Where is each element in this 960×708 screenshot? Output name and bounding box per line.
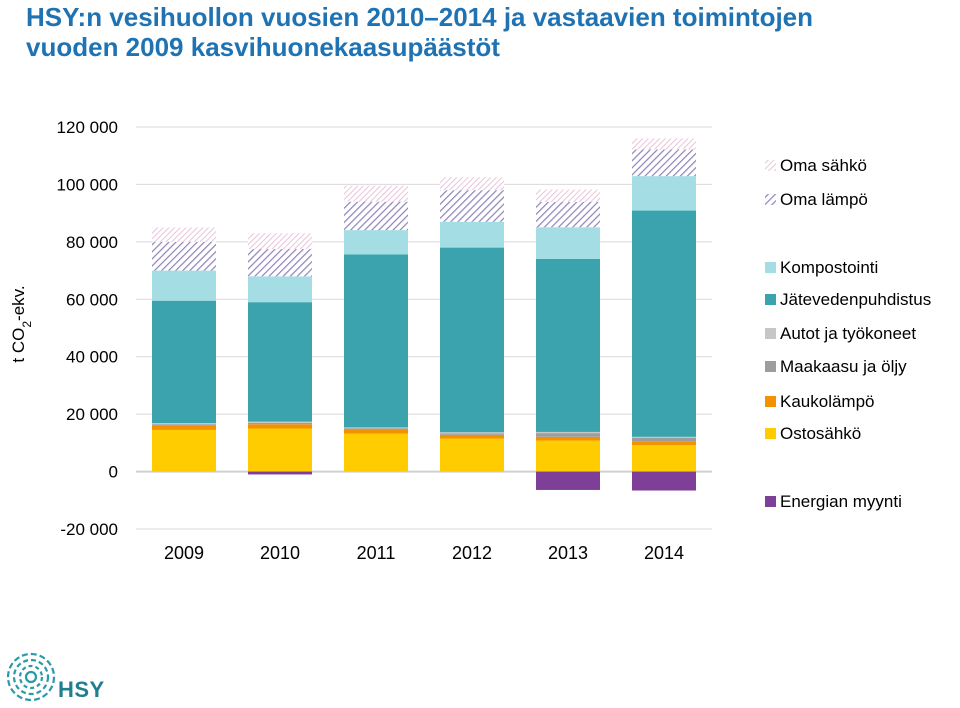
- x-tick-label: 2012: [452, 543, 492, 563]
- bar-energian-myynti-2010: [248, 471, 312, 475]
- legend-swatch-kompostointi: [765, 262, 776, 273]
- y-tick-label: 20 000: [66, 405, 118, 424]
- bar-ostos-hk-2013: [536, 440, 600, 472]
- legend-swatch-ostos-hk: [765, 428, 776, 439]
- bar-kaukol-mp-2010: [248, 424, 312, 429]
- legend-label-kompostointi: Kompostointi: [780, 258, 878, 277]
- legend-label-ostos-hk: Ostosähkö: [780, 424, 861, 443]
- bar-j-tevedenpuhdistus-2009: [152, 300, 216, 424]
- bar-kompostointi-2010: [248, 276, 312, 303]
- bar-oma-l-mp-2012: [440, 190, 504, 222]
- chart-title: HSY:n vesihuollon vuosien 2010–2014 ja v…: [26, 2, 946, 62]
- legend-label-energian-myynti: Energian myynti: [780, 492, 902, 511]
- legend-swatch-energian-myynti: [765, 496, 776, 507]
- legend-swatch-oma-l-mp: [765, 194, 776, 205]
- bar-kompostointi-2012: [440, 221, 504, 248]
- hsy-logo-icon: [6, 652, 56, 702]
- legend-label-kaukol-mp: Kaukolämpö: [780, 392, 875, 411]
- y-tick-label: 100 000: [57, 175, 118, 194]
- bar-maakaasu-ja-ljy-2011: [344, 428, 408, 430]
- x-axis-labels: 2009 2010 2011 2012 2013 2014: [164, 543, 684, 563]
- title-line-2: vuoden 2009 kasvihuonekaasupäästöt: [26, 32, 500, 62]
- y-tick-label: -20 000: [60, 520, 118, 539]
- bar-kompostointi-2011: [344, 230, 408, 255]
- legend-swatch-kaukol-mp: [765, 396, 776, 407]
- stacked-bar-chart: 120 000 100 000 80 000 60 000 40 000 20 000 0 -…: [9, 118, 931, 563]
- bar-kompostointi-2009: [152, 270, 216, 301]
- bars: [152, 138, 696, 491]
- bar-oma-l-mp-2013: [536, 201, 600, 228]
- bar-j-tevedenpuhdistus-2011: [344, 254, 408, 428]
- legend-swatch-j-tevedenpuhdistus: [765, 294, 776, 305]
- y-axis-label: t CO2-ekv.: [9, 285, 34, 362]
- bar-oma-s-hk-2013: [536, 189, 600, 202]
- x-tick-label: 2010: [260, 543, 300, 563]
- bar-oma-s-hk-2011: [344, 185, 408, 202]
- bar-kompostointi-2014: [632, 176, 696, 211]
- legend-label-j-tevedenpuhdistus: Jätevedenpuhdistus: [780, 290, 931, 309]
- bar-maakaasu-ja-ljy-2014: [632, 437, 696, 442]
- bar-oma-l-mp-2011: [344, 201, 408, 231]
- y-tick-label: 0: [109, 463, 118, 482]
- bar-ostos-hk-2011: [344, 433, 408, 472]
- bar-kaukol-mp-2011: [344, 429, 408, 434]
- bar-energian-myynti-2013: [536, 471, 600, 490]
- bar-autot-ja-ty-koneet-2010: [248, 421, 312, 423]
- legend-swatch-autot-ja-ty-koneet: [765, 328, 776, 339]
- legend-label-oma-l-mp: Oma lämpö: [780, 190, 868, 209]
- gridlines: [136, 126, 712, 530]
- bar-oma-s-hk-2012: [440, 177, 504, 191]
- legend-label-oma-s-hk: Oma sähkö: [780, 156, 867, 175]
- y-tick-label: 40 000: [66, 348, 118, 367]
- legend-label-autot-ja-ty-koneet: Autot ja työkoneet: [780, 324, 916, 343]
- y-tick-label: 80 000: [66, 233, 118, 252]
- bar-kompostointi-2013: [536, 227, 600, 259]
- x-tick-label: 2014: [644, 543, 684, 563]
- bar-autot-ja-ty-koneet-2009: [152, 423, 216, 425]
- bar-autot-ja-ty-koneet-2012: [440, 432, 504, 434]
- bar-ostos-hk-2012: [440, 438, 504, 472]
- bar-autot-ja-ty-koneet-2013: [536, 431, 600, 434]
- bar-energian-myynti-2014: [632, 471, 696, 491]
- x-tick-label: 2011: [357, 543, 396, 563]
- legend-label-maakaasu-ja-ljy: Maakaasu ja öljy: [780, 357, 907, 376]
- bar-maakaasu-ja-ljy-2009: [152, 424, 216, 426]
- bar-kaukol-mp-2012: [440, 434, 504, 439]
- bar-oma-l-mp-2014: [632, 149, 696, 177]
- bar-maakaasu-ja-ljy-2010: [248, 422, 312, 425]
- bar-j-tevedenpuhdistus-2010: [248, 302, 312, 422]
- bar-autot-ja-ty-koneet-2014: [632, 436, 696, 438]
- legend: Oma sähkö Oma lämpö Kompostointi Jätevedenp…: [765, 156, 931, 511]
- x-tick-label: 2009: [164, 543, 204, 563]
- bar-j-tevedenpuhdistus-2012: [440, 247, 504, 433]
- bar-oma-l-mp-2009: [152, 241, 216, 271]
- bar-j-tevedenpuhdistus-2013: [536, 258, 600, 432]
- bar-kaukol-mp-2014: [632, 441, 696, 446]
- bar-oma-l-mp-2010: [248, 249, 312, 277]
- bar-kaukol-mp-2009: [152, 425, 216, 430]
- bar-maakaasu-ja-ljy-2012: [440, 433, 504, 435]
- bar-ostos-hk-2009: [152, 429, 216, 472]
- legend-swatch-maakaasu-ja-ljy: [765, 361, 776, 372]
- bar-ostos-hk-2014: [632, 445, 696, 472]
- bar-autot-ja-ty-koneet-2011: [344, 427, 408, 429]
- bar-maakaasu-ja-ljy-2013: [536, 433, 600, 437]
- y-tick-label: 120 000: [57, 118, 118, 137]
- logo-text: HSY: [58, 677, 105, 702]
- x-tick-label: 2013: [548, 543, 588, 563]
- y-tick-label: 60 000: [66, 290, 118, 309]
- bar-kaukol-mp-2013: [536, 436, 600, 441]
- bar-ostos-hk-2010: [248, 428, 312, 472]
- y-axis-ticks: 120 000 100 000 80 000 60 000 40 000 20 000 0 -…: [57, 118, 118, 539]
- bar-oma-s-hk-2014: [632, 138, 696, 150]
- bar-oma-s-hk-2009: [152, 227, 216, 242]
- bar-j-tevedenpuhdistus-2014: [632, 210, 696, 437]
- bar-oma-s-hk-2010: [248, 233, 312, 250]
- title-line-1: HSY:n vesihuollon vuosien 2010–2014 ja v…: [26, 2, 814, 32]
- legend-swatch-oma-s-hk: [765, 160, 776, 171]
